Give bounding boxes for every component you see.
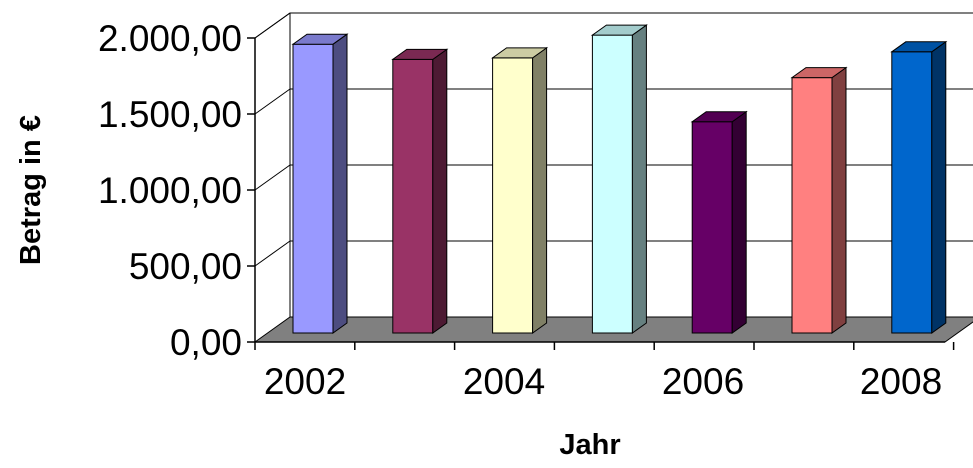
bar-front-2002 xyxy=(292,43,334,334)
y-tick-label-0: 0,00 xyxy=(170,322,242,363)
bars xyxy=(291,24,948,334)
bar-2008 xyxy=(890,40,948,334)
x-axis-title: Jahr xyxy=(559,429,620,461)
bar-side-2004 xyxy=(532,46,548,334)
x-tick-label-1: 2004 xyxy=(463,361,545,402)
gridline-side-1 xyxy=(254,164,291,191)
x-axis-tick-labels: 2002 2004 2006 2008 xyxy=(264,361,942,402)
bar-front-2007 xyxy=(791,77,833,334)
bar-2006 xyxy=(690,110,748,334)
bar-top-2003 xyxy=(391,48,449,60)
bar-front-2003 xyxy=(392,58,434,334)
y-tick-label-2: 1.000,00 xyxy=(98,170,242,211)
bar-side-2007 xyxy=(831,66,847,334)
bar-side-2006 xyxy=(731,110,747,334)
bar-top-2004 xyxy=(491,47,549,59)
y-tick-label-1: 500,00 xyxy=(129,246,242,287)
bar-front-2008 xyxy=(891,51,933,334)
bar-2007 xyxy=(790,66,848,334)
gridline-side-0 xyxy=(254,240,291,267)
y-tick-label-4: 2.000,00 xyxy=(98,18,242,59)
x-tick-label-2: 2006 xyxy=(662,361,744,402)
bar-front-2004 xyxy=(492,57,534,334)
bar-2003 xyxy=(391,48,449,334)
bar-front-2006 xyxy=(691,121,733,334)
y-axis-tick-labels: 0,00 500,00 1.000,00 1.500,00 2.000,00 xyxy=(98,18,242,363)
axes xyxy=(247,37,955,350)
bar-side-2008 xyxy=(931,40,947,334)
y-tick-label-3: 1.500,00 xyxy=(98,94,242,135)
gridline-side-3 xyxy=(254,12,291,39)
bar-2004 xyxy=(491,46,549,334)
bar-side-2003 xyxy=(432,48,448,334)
bar-top-2006 xyxy=(690,111,748,123)
bar-top-2008 xyxy=(890,41,948,53)
x-tick-label-0: 2002 xyxy=(264,361,346,402)
y-axis-title: Betrag in € xyxy=(15,115,47,265)
bar-top-2002 xyxy=(291,33,349,45)
bar-side-2002 xyxy=(332,33,348,334)
bar-2002 xyxy=(291,33,349,334)
x-tick-label-3: 2008 xyxy=(860,361,942,402)
bar-top-2005 xyxy=(590,24,648,36)
bar-top-2007 xyxy=(790,67,848,79)
bar-2005 xyxy=(590,24,648,334)
gridline-side-2 xyxy=(254,88,291,115)
bar-front-2005 xyxy=(591,34,633,334)
bar-side-2005 xyxy=(631,24,647,334)
